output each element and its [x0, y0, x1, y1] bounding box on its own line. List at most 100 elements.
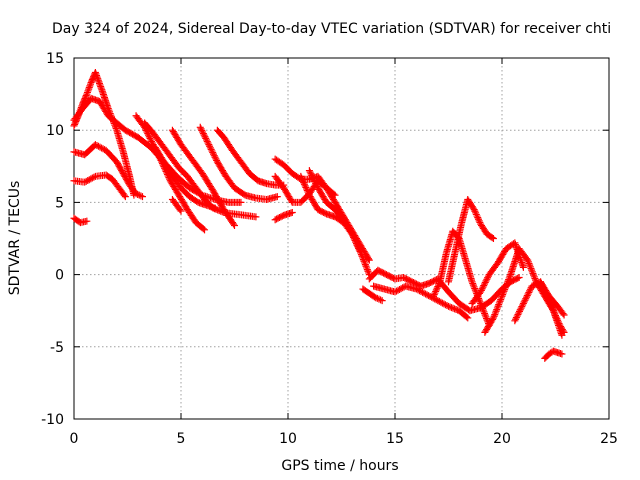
data-point	[477, 286, 485, 294]
data-point	[305, 190, 313, 198]
data-point	[435, 281, 443, 289]
data-point	[471, 284, 479, 292]
data-point	[206, 142, 214, 150]
data-point	[134, 190, 142, 198]
data-point	[356, 247, 364, 255]
data-point	[397, 285, 405, 293]
data-point	[470, 206, 478, 214]
data-point	[528, 268, 536, 276]
x-tick-label: 10	[279, 431, 297, 447]
series-track-03	[70, 141, 146, 201]
data-point	[524, 290, 532, 298]
data-point	[300, 180, 308, 188]
data-point	[549, 305, 557, 313]
series-track-08	[168, 126, 238, 230]
data-point	[491, 309, 499, 317]
data-point	[204, 139, 212, 147]
data-point	[480, 308, 488, 316]
data-point	[526, 263, 534, 271]
data-point	[446, 303, 454, 311]
x-tick-label: 25	[600, 431, 618, 447]
data-point	[419, 288, 427, 296]
data-point	[547, 300, 555, 308]
data-point	[309, 173, 317, 181]
series-track-21	[445, 196, 497, 286]
x-tick-label: 5	[177, 431, 186, 447]
data-point	[300, 179, 308, 187]
data-point	[470, 283, 478, 291]
y-tick-label: -5	[50, 340, 64, 356]
x-tick-label: 20	[493, 431, 511, 447]
data-point	[489, 314, 497, 322]
data-point	[477, 301, 485, 309]
data-point	[430, 291, 438, 299]
data-point	[558, 350, 566, 358]
data-point	[519, 301, 527, 309]
data-point	[445, 302, 452, 310]
data-point	[514, 274, 522, 282]
data-point	[273, 193, 281, 201]
series-track-19	[365, 266, 523, 315]
data-point	[135, 191, 143, 199]
data-point	[498, 292, 506, 300]
data-point	[399, 284, 407, 292]
y-axis-label: SDTVAR / TECUs	[7, 181, 23, 296]
y-tick-label: 15	[46, 51, 64, 67]
series-track-05	[70, 214, 91, 227]
data-point	[435, 297, 443, 305]
data-point	[391, 288, 399, 296]
series-track-15	[271, 209, 296, 224]
data-point	[501, 284, 509, 292]
data-point	[360, 257, 368, 265]
data-point	[480, 280, 488, 288]
data-point	[350, 235, 358, 243]
data-point	[519, 299, 527, 307]
axis-ticks: 0 5 10 15 20 25 -10 -5 0 5 10 15	[41, 51, 618, 447]
data-point	[469, 204, 477, 212]
data-point	[199, 225, 207, 233]
data-point	[440, 300, 448, 308]
data-point	[551, 310, 559, 318]
data-point	[357, 251, 365, 259]
data-point	[364, 267, 372, 275]
data-point	[560, 328, 568, 336]
data-point	[87, 175, 95, 183]
data-point	[503, 281, 511, 289]
data-point	[505, 274, 513, 282]
grid-lines	[74, 58, 609, 419]
data-point	[307, 170, 315, 178]
data-point	[499, 291, 507, 299]
data-point	[146, 134, 154, 142]
data-point	[483, 275, 491, 283]
data-point	[481, 311, 489, 319]
data-point	[506, 272, 514, 280]
data-point	[481, 309, 489, 317]
data-point	[145, 131, 153, 139]
data-point	[522, 295, 530, 303]
data-point	[481, 278, 489, 286]
data-point	[85, 85, 93, 93]
data-point	[495, 301, 503, 309]
data-point	[482, 277, 490, 285]
data-point	[492, 307, 500, 315]
data-point	[559, 327, 567, 335]
data-point	[86, 82, 94, 90]
data-point	[548, 303, 556, 311]
data-point	[526, 261, 534, 269]
data-point	[353, 241, 361, 249]
data-point	[431, 289, 439, 297]
data-point	[347, 229, 355, 237]
data-point	[91, 141, 99, 149]
data-point	[313, 182, 321, 190]
data-point	[138, 193, 146, 201]
data-point	[207, 145, 215, 153]
data-point	[422, 290, 430, 298]
data-point	[501, 286, 509, 294]
data-point	[298, 176, 306, 184]
data-point	[211, 204, 219, 212]
data-point	[541, 287, 549, 295]
data-point	[545, 297, 553, 305]
data-point	[512, 314, 520, 322]
data-point	[87, 80, 95, 88]
